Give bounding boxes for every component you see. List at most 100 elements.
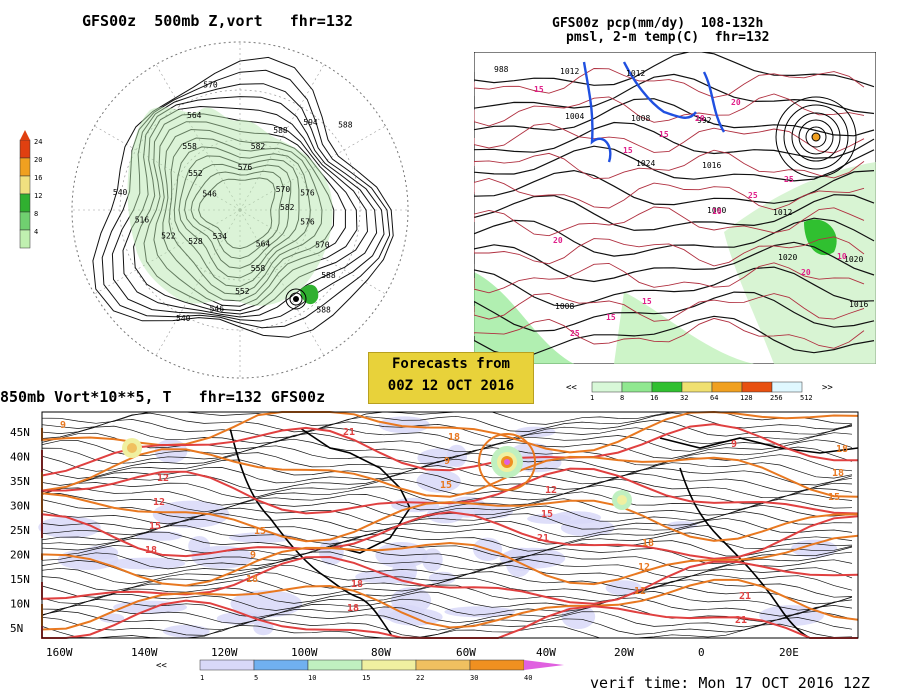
- longitude-label: 160W: [46, 646, 73, 659]
- longitude-label: 100W: [291, 646, 318, 659]
- temperature-label: 9: [250, 550, 256, 561]
- vorticity-shading: [416, 470, 461, 493]
- latitude-label: 10N: [10, 598, 30, 611]
- polar-scale-label: 12: [34, 192, 42, 200]
- contour-label: 582: [251, 142, 266, 151]
- temperature-label: 15: [828, 492, 840, 503]
- temperature-label: 9: [444, 456, 450, 467]
- precip-map-body: 9881004102410001020101610121008101610121…: [474, 52, 876, 364]
- temperature-label: 18: [642, 538, 654, 549]
- streamline: [41, 438, 853, 459]
- vorticity-scale-label: 40: [524, 674, 532, 682]
- temperature-label: 12: [153, 497, 165, 508]
- streamline: [41, 491, 853, 513]
- vorticity-scale-swatch: [307, 659, 363, 671]
- isobar-label: 1016: [849, 300, 868, 309]
- vorticity-scale-swatch: [253, 659, 309, 671]
- height-contour: [101, 69, 391, 329]
- temperature-label: 12: [638, 562, 650, 573]
- isobar-label: 1016: [702, 161, 721, 170]
- latitude-label: 40N: [10, 451, 30, 464]
- vorticity-scale-swatch: [361, 659, 417, 671]
- vorticity-scale-label: 5: [254, 674, 258, 682]
- isobar: [474, 194, 875, 231]
- longitude-label: 80W: [371, 646, 391, 659]
- isobar-label: 1020: [778, 253, 797, 262]
- vorticity-scale-arrow: [524, 660, 564, 670]
- temperature-contour: [41, 423, 858, 477]
- contour-label: 570: [315, 241, 330, 250]
- polar-map-body: 582 576 570 588 588 564 558 552 546 540 534 528 522 5…: [71, 41, 409, 379]
- height-contour: [92, 56, 394, 338]
- contour-label: 534: [213, 232, 228, 241]
- streamline: [41, 531, 853, 552]
- streamline: [41, 458, 853, 479]
- temperature-label: 15: [534, 85, 544, 94]
- polar-scale-label: 8: [34, 210, 38, 218]
- precip-scale-label: 512: [800, 394, 813, 402]
- streamline: [41, 478, 853, 499]
- temperature-contour: [474, 262, 865, 294]
- contour-label: 540: [176, 314, 191, 323]
- contour-label: 552: [188, 169, 203, 178]
- polar-scale-label: 4: [34, 228, 38, 236]
- longitude-label: 20W: [614, 646, 634, 659]
- temperature-label: 10: [837, 252, 847, 261]
- temperature-label: 9: [731, 439, 737, 450]
- vorticity-shading: [791, 539, 838, 558]
- isobar-label: 1008: [555, 302, 574, 311]
- temperature-label: 20: [801, 268, 811, 277]
- precip-pmsl-map: 9881004102410001020101610121008101610121…: [474, 52, 876, 364]
- temperature-label: 21: [343, 427, 355, 438]
- precip-scale-swatch: [741, 381, 773, 393]
- isobar-label: 992: [697, 116, 712, 125]
- contour-label: 546: [210, 305, 225, 314]
- contour-label: 588: [338, 121, 353, 130]
- polar-color-scale: 24 20 16 12 8 4: [19, 130, 42, 249]
- temperature-label: 21: [537, 533, 549, 544]
- streamline: [41, 551, 853, 572]
- forecast-init-line1: Forecasts from: [391, 356, 510, 372]
- vorticity-scale-label: 22: [416, 674, 424, 682]
- temperature-contour: [474, 149, 865, 180]
- precip-color-scale: << 1 8 16 32 64 128 256 512 >>: [566, 381, 833, 402]
- polar-scale-swatch: [19, 139, 31, 159]
- isobar: [474, 52, 875, 88]
- isobar-label: 1004: [565, 112, 584, 121]
- vorticity-scale-swatch: [415, 659, 471, 671]
- streamline: [41, 591, 853, 611]
- scale-left-marker: <<: [156, 661, 167, 671]
- isobar-label: 1008: [631, 114, 650, 123]
- latitude-label: 35N: [10, 475, 30, 488]
- precip-scale-swatch: [681, 381, 713, 393]
- contour-label: 594: [303, 118, 318, 127]
- forecast-init-box: Forecasts from 00Z 12 OCT 2016: [368, 352, 534, 404]
- temperature-label: 15: [623, 146, 633, 155]
- temperature-label: 9: [60, 420, 66, 431]
- contour-label: 576: [238, 163, 253, 172]
- contour-label: 528: [188, 237, 203, 246]
- temperature-label: 10: [712, 207, 722, 216]
- temperature-label: 18: [347, 603, 359, 614]
- vorticity-shading: [84, 545, 119, 560]
- isobar: [474, 266, 875, 307]
- precip-map-title-line1: GFS00z pcp(mm/dy) 108-132h: [552, 16, 764, 31]
- temperature-contour: [474, 206, 865, 237]
- contour-label: 552: [235, 287, 250, 296]
- vorticity-shading: [391, 587, 432, 614]
- temperature-label: 20: [731, 98, 741, 107]
- streamline: [41, 525, 853, 545]
- temperature-contour: [41, 555, 859, 605]
- contour-label: 576: [300, 217, 315, 226]
- latitude-label: 25N: [10, 524, 30, 537]
- polar-scale-label: 24: [34, 138, 42, 146]
- contour-label: 558: [182, 142, 197, 151]
- polar-scale-label: 20: [34, 156, 42, 164]
- vorticity-shading: [107, 557, 186, 570]
- contour-label: 570: [203, 80, 218, 89]
- streamline: [41, 597, 853, 618]
- precip-scale-label: 256: [770, 394, 783, 402]
- streamline: [41, 465, 853, 486]
- temperature-contour: [41, 511, 859, 560]
- isobar: [474, 217, 875, 257]
